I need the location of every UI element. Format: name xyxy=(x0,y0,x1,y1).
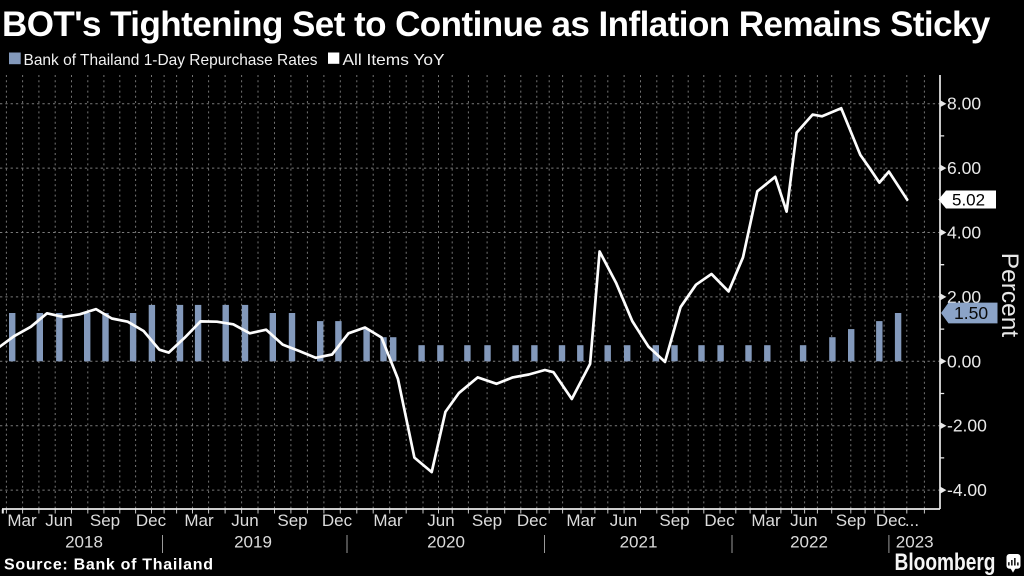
svg-text:Sep: Sep xyxy=(659,511,689,530)
svg-text:5.02: 5.02 xyxy=(952,191,985,210)
svg-text:2022: 2022 xyxy=(790,533,828,552)
svg-text:2019: 2019 xyxy=(234,533,272,552)
svg-text:2.00: 2.00 xyxy=(947,287,981,307)
svg-text:BOT's Tightening Set to Contin: BOT's Tightening Set to Continue as Infl… xyxy=(2,5,991,44)
svg-text:Mar: Mar xyxy=(751,511,781,530)
svg-text:Percent: Percent xyxy=(996,253,1023,338)
svg-text:-4.00: -4.00 xyxy=(947,480,987,500)
svg-text:2023: 2023 xyxy=(896,533,934,552)
svg-text:Mar: Mar xyxy=(7,511,37,530)
svg-text:Sep: Sep xyxy=(472,511,502,530)
svg-text:Bank of Thailand 1-Day Repurch: Bank of Thailand 1-Day Repurchase Rates xyxy=(24,52,318,69)
svg-text:Source: Bank of Thailand: Source: Bank of Thailand xyxy=(4,557,213,574)
svg-text:Mar: Mar xyxy=(566,511,596,530)
svg-text:Jun: Jun xyxy=(427,511,454,530)
svg-text:Dec: Dec xyxy=(876,511,907,530)
svg-text:Jun: Jun xyxy=(231,511,258,530)
svg-text:Mar: Mar xyxy=(184,511,214,530)
svg-text:All Items YoY: All Items YoY xyxy=(343,52,445,69)
svg-text:2021: 2021 xyxy=(620,533,658,552)
svg-text:...: ... xyxy=(905,511,919,530)
svg-text:2018: 2018 xyxy=(65,533,103,552)
svg-text:2020: 2020 xyxy=(427,533,465,552)
svg-text:Jun: Jun xyxy=(45,511,72,530)
svg-text:Sep: Sep xyxy=(836,511,866,530)
svg-text:Sep: Sep xyxy=(277,511,307,530)
svg-text:8.00: 8.00 xyxy=(947,94,981,114)
svg-text:Dec: Dec xyxy=(136,511,167,530)
svg-text:Jun: Jun xyxy=(790,511,817,530)
svg-text:Dec: Dec xyxy=(322,511,353,530)
svg-text:Sep: Sep xyxy=(90,511,120,530)
svg-text:Jun: Jun xyxy=(610,511,637,530)
svg-text:1.50: 1.50 xyxy=(954,303,988,323)
svg-text:-2.00: -2.00 xyxy=(947,416,987,436)
svg-text:6.00: 6.00 xyxy=(947,158,981,178)
svg-text:Dec: Dec xyxy=(704,511,735,530)
svg-text:0.00: 0.00 xyxy=(947,351,981,371)
svg-text:Mar: Mar xyxy=(373,511,403,530)
svg-text:4.00: 4.00 xyxy=(947,223,981,243)
svg-text:Dec: Dec xyxy=(517,511,548,530)
svg-text:Bloomberg: Bloomberg xyxy=(895,549,996,576)
